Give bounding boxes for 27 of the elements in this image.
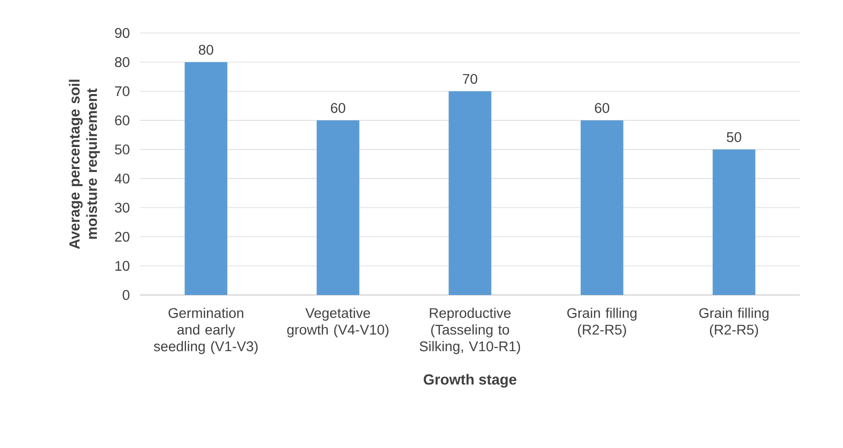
bar (184, 62, 228, 295)
y-tick-label: 0 (122, 290, 130, 300)
y-axis-title: Average percentage soil moisture requirement (68, 80, 100, 249)
y-tick-label: 10 (115, 260, 130, 271)
y-tick-label: 40 (114, 174, 130, 184)
x-tick-label: Reproductive (Tasseling to Silking, V10-R1) (420, 308, 520, 354)
x-tick-label: Grain filling (R2-R5) (699, 308, 768, 338)
y-tick-label: 70 (115, 86, 130, 96)
y-tick-label: 60 (115, 115, 130, 126)
x-tick-label: Germination and early seedling (V1-V3) (154, 308, 258, 354)
y-tick-label: 30 (114, 202, 130, 213)
data-label: 60 (594, 103, 610, 113)
data-label: 60 (330, 103, 346, 113)
bar (580, 120, 624, 295)
data-label: 80 (198, 44, 214, 55)
x-tick-label: Grain filling (R2-R5) (567, 308, 636, 338)
data-label: 70 (462, 74, 478, 84)
bar (448, 91, 492, 295)
y-tick-label: 50 (114, 144, 130, 154)
y-tick-label: 90 (115, 28, 130, 38)
y-tick-label: 80 (114, 57, 130, 68)
x-tick-label: Vegetative growth (V4-V10) (287, 308, 388, 338)
x-axis-title: Growth stage (424, 374, 516, 388)
data-label: 50 (726, 132, 742, 142)
y-tick-label: 20 (115, 232, 130, 242)
bar (712, 149, 756, 295)
bar (316, 120, 360, 295)
